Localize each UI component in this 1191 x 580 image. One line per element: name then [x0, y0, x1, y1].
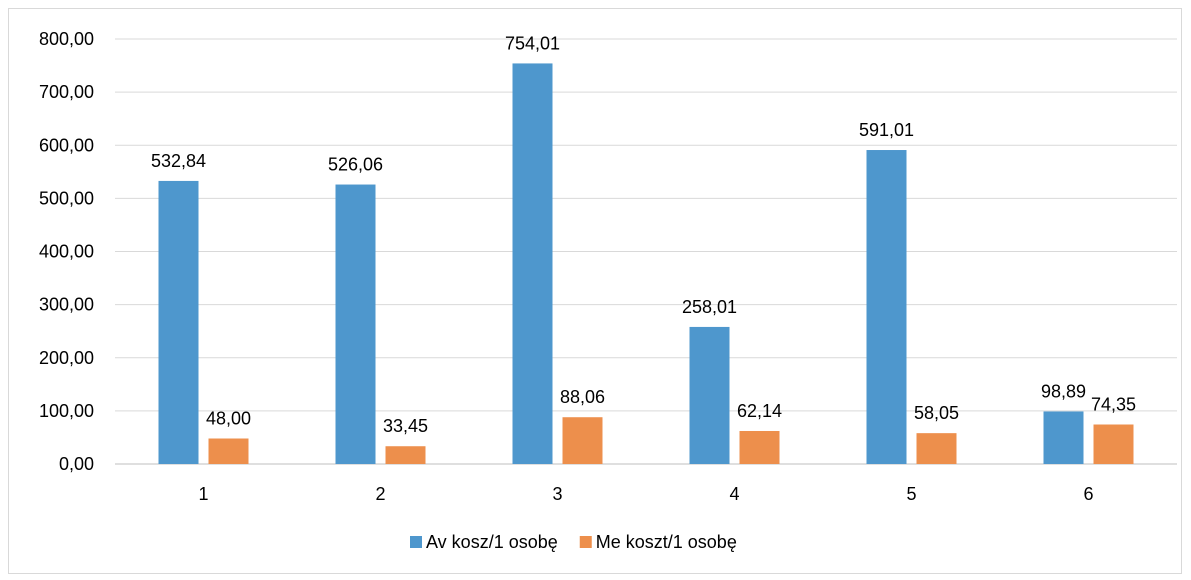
data-label: 258,01 — [682, 297, 737, 317]
y-tick-label: 100,00 — [39, 401, 94, 421]
chart-frame — [8, 8, 1182, 574]
y-tick-label: 0,00 — [59, 454, 94, 474]
x-tick-label: 1 — [198, 484, 208, 504]
bar-series2-cat1 — [208, 438, 249, 464]
data-label: 98,89 — [1041, 381, 1086, 401]
bar-series2-cat6 — [1093, 424, 1134, 464]
y-tick-label: 800,00 — [39, 29, 94, 49]
y-tick-label: 500,00 — [39, 188, 94, 208]
data-label: 88,06 — [560, 387, 605, 407]
data-label: 74,35 — [1091, 395, 1136, 415]
legend-label: Av kosz/1 osobę — [426, 532, 558, 552]
y-tick-label: 300,00 — [39, 295, 94, 315]
bar-series1-cat3 — [512, 63, 553, 464]
gridlines — [115, 38, 1177, 465]
x-tick-label: 6 — [1083, 484, 1093, 504]
y-tick-label: 700,00 — [39, 82, 94, 102]
data-labels: 532,84 48,00 526,06 33,45 754,01 88,06 258,01 6… — [151, 33, 1136, 436]
y-tick-label: 200,00 — [39, 348, 94, 368]
bar-series2-cat2 — [385, 446, 426, 464]
x-tick-label: 5 — [906, 484, 916, 504]
legend-label: Me koszt/1 osobę — [596, 532, 737, 552]
data-label: 58,05 — [914, 403, 959, 423]
bar-series1-cat2 — [335, 184, 376, 464]
data-label: 754,01 — [505, 33, 560, 53]
legend-swatch — [410, 536, 422, 548]
data-label: 33,45 — [383, 416, 428, 436]
bars — [158, 63, 1134, 464]
bar-series2-cat4 — [739, 430, 780, 464]
y-tick-label: 600,00 — [39, 135, 94, 155]
bar-series1-cat6 — [1043, 411, 1084, 464]
x-axis-tick-labels: 1 2 3 4 5 6 — [198, 484, 1093, 504]
bar-series2-cat5 — [916, 433, 957, 464]
legend: Av kosz/1 osobę Me koszt/1 osobę — [410, 532, 737, 552]
x-tick-label: 4 — [729, 484, 739, 504]
data-label: 526,06 — [328, 155, 383, 175]
data-label: 62,14 — [737, 401, 782, 421]
y-tick-label: 400,00 — [39, 242, 94, 262]
bar-series1-cat1 — [158, 180, 199, 464]
data-label: 532,84 — [151, 151, 206, 171]
x-tick-label: 2 — [375, 484, 385, 504]
data-label: 591,01 — [859, 120, 914, 140]
bar-series1-cat4 — [689, 326, 730, 464]
bar-series1-cat5 — [866, 150, 907, 464]
legend-swatch — [579, 536, 592, 548]
bar-series2-cat3 — [562, 417, 603, 464]
data-label: 48,00 — [206, 409, 251, 429]
x-tick-label: 3 — [552, 484, 562, 504]
y-axis-tick-labels: 0,00 100,00 200,00 300,00 400,00 500,00 600,00… — [39, 29, 94, 474]
